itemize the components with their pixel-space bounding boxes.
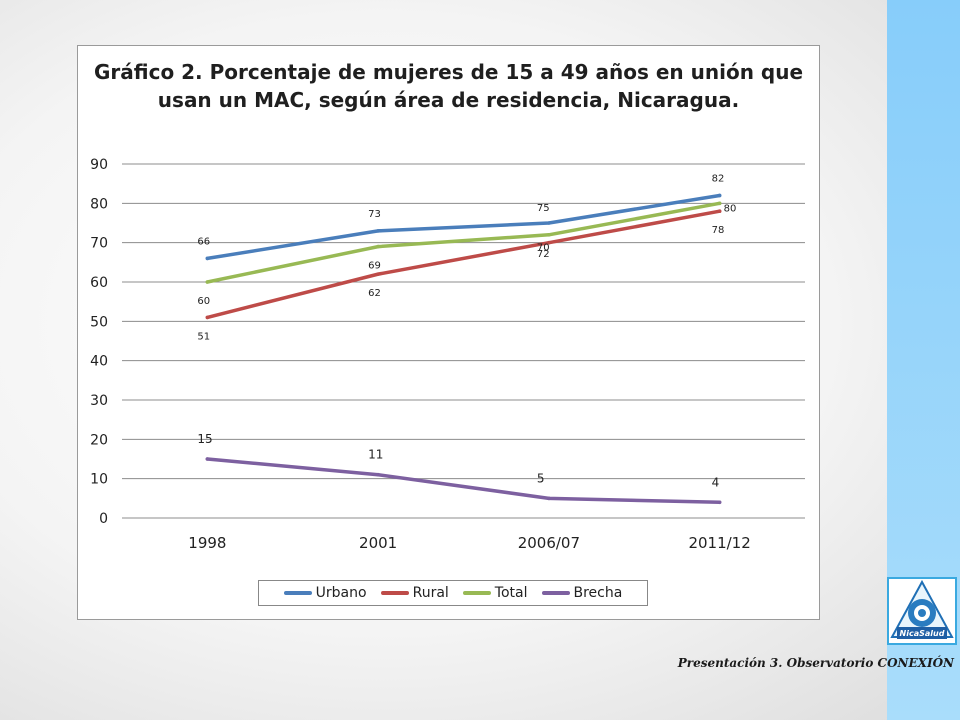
y-tick-label: 30 [90,393,108,409]
data-point-total [547,233,551,237]
series-line-total [205,201,722,284]
data-point-urbano [376,229,380,233]
y-tick-label: 0 [99,511,108,527]
y-tick-label: 20 [90,432,108,448]
chart-legend: Urbano Rural Total Brecha [258,580,648,606]
logo-text: NicaSalud [900,629,945,638]
data-label-brecha: 5 [537,471,545,485]
data-label-total: 80 [724,203,737,214]
y-tick-label: 10 [90,472,108,488]
x-tick-label: 2011/12 [688,534,750,552]
data-label-total: 69 [368,261,381,272]
legend-item-brecha: Brecha [541,585,623,601]
data-label-rural: 78 [712,225,725,236]
data-label-urbano: 82 [712,173,725,184]
data-label-urbano: 66 [197,236,210,247]
data-point-rural [205,315,210,320]
data-point-total [205,280,210,284]
data-label-total: 72 [537,249,550,260]
legend-label: Urbano [315,585,367,601]
legend-swatch [283,591,312,595]
y-tick-label: 40 [90,354,108,370]
x-tick-label: 1998 [188,534,226,552]
x-tick-label: 2001 [359,534,397,552]
legend-swatch [541,591,570,595]
data-label-total: 60 [197,296,210,307]
legend-label: Rural [412,585,449,601]
data-point-rural [717,209,722,213]
data-label-rural: 51 [197,331,210,342]
legend-item-urbano: Urbano [283,585,367,601]
data-point-urbano [205,256,210,261]
data-label-urbano: 73 [368,209,381,220]
data-label-urbano: 75 [537,203,550,214]
y-tick-label: 70 [90,236,108,252]
data-label-rural: 70 [537,243,550,254]
legend-label: Brecha [573,585,623,601]
legend-swatch [380,591,409,595]
data-label-brecha: 15 [197,432,212,446]
series-line-brecha [205,457,722,505]
data-point-brecha [376,472,380,477]
data-label-rural: 62 [368,288,381,299]
chart-title: Gráfico 2. Porcentaje de mujeres de 15 a… [93,60,804,112]
data-point-rural [547,240,551,245]
legend-item-rural: Rural [380,585,449,601]
y-tick-label: 60 [90,275,108,291]
nicasalud-logo-graphic: NicaSalud [890,579,954,639]
series-line-urbano [205,193,722,261]
data-label-brecha: 11 [368,448,383,462]
data-point-brecha [547,496,551,501]
data-point-total [376,244,380,249]
series-line-rural [205,209,722,320]
y-tick-label: 90 [90,157,108,173]
x-tick-label: 2006/07 [518,534,580,552]
chart-frame [77,45,820,620]
y-tick-label: 50 [90,314,108,330]
nicasalud-logo: NicaSalud [887,577,957,645]
data-label-brecha: 4 [712,475,720,489]
legend-item-total: Total [462,585,528,601]
data-point-urbano [547,221,551,225]
data-point-brecha [717,500,722,505]
data-point-rural [376,272,380,276]
data-point-brecha [205,457,210,461]
legend-label: Total [494,585,528,601]
legend-swatch [462,591,491,595]
data-point-urbano [717,193,722,198]
y-tick-label: 80 [90,196,108,212]
footer-note: Presentación 3. Observatorio CONEXIÓN [677,656,954,670]
data-point-total [717,201,722,206]
